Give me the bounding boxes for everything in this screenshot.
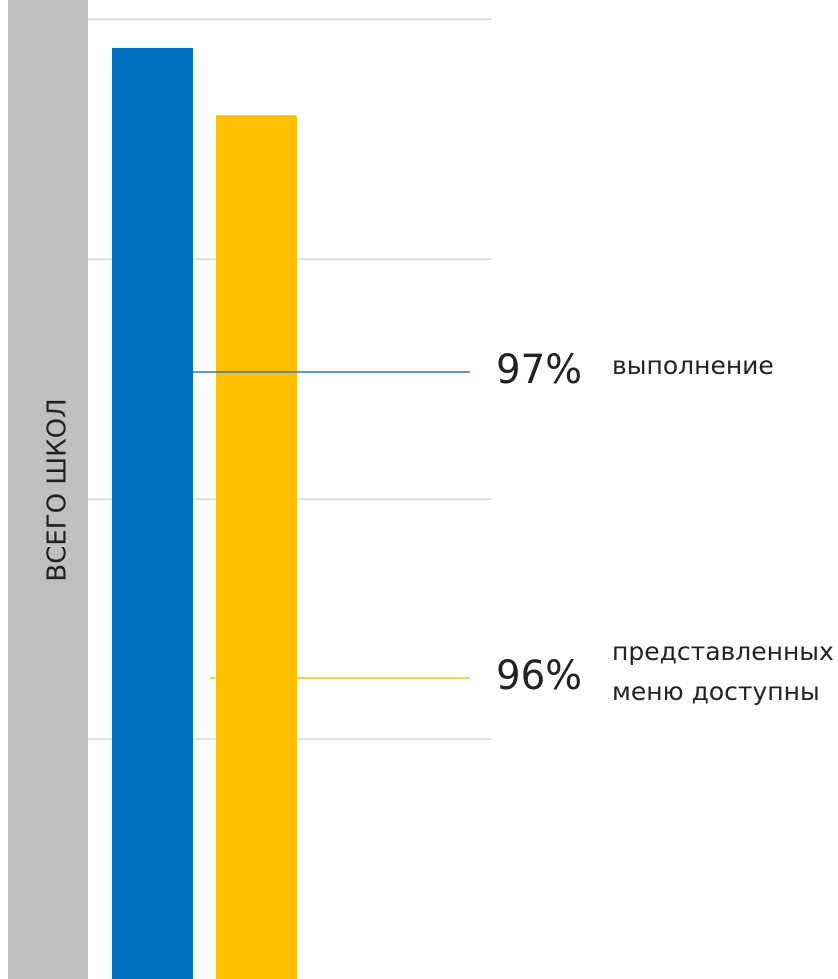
y-axis-label: ВСЕГО ШКОЛ (43, 398, 73, 581)
annotation-text: выполнение (612, 351, 774, 380)
bar (112, 47, 193, 979)
annotation-value: 96% (496, 653, 582, 699)
annotation-text: меню доступны (612, 677, 820, 706)
bar (216, 115, 297, 979)
annotation-text: представленных (612, 637, 834, 666)
annotation-value: 97% (496, 347, 582, 393)
label-strip (8, 0, 88, 979)
